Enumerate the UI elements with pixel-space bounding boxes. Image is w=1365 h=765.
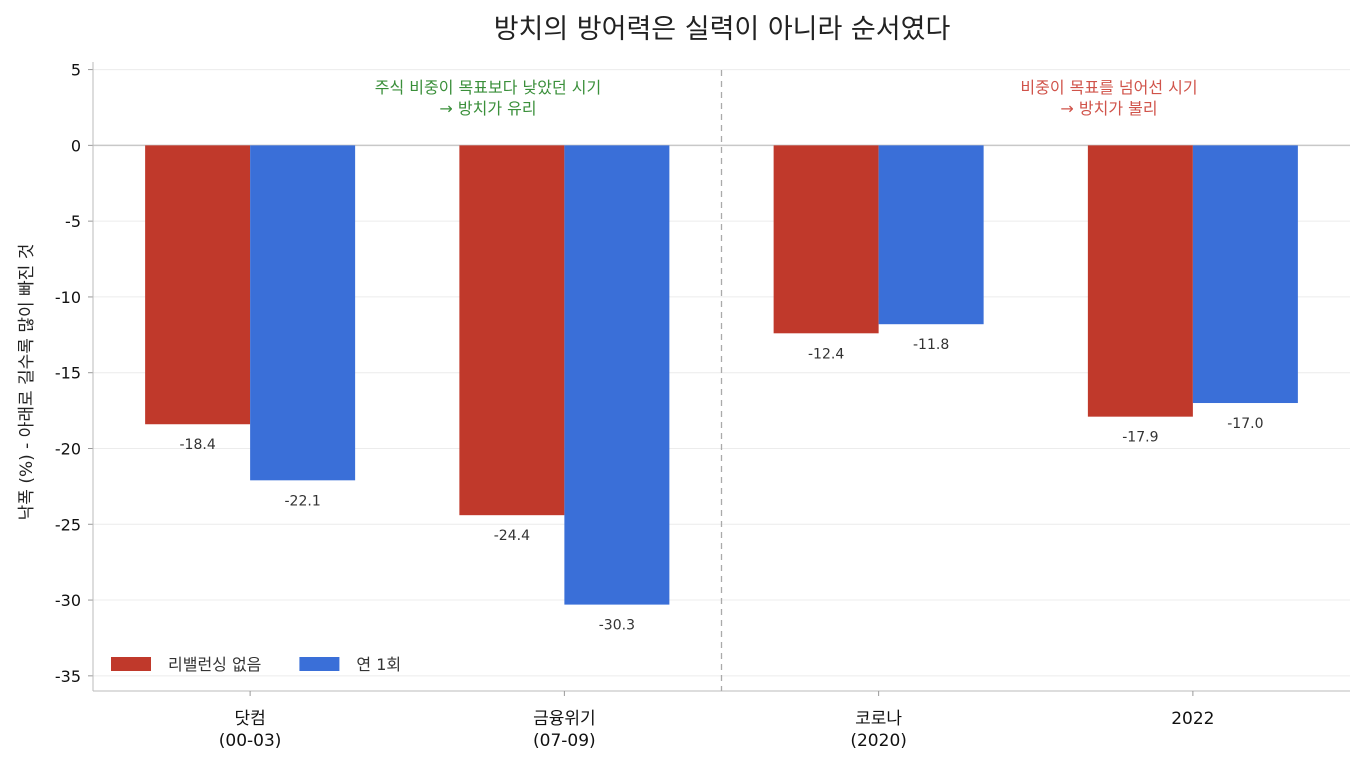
annotation-text: 비중이 목표를 넘어선 시기 [1020,78,1197,97]
annotation-text: → 방치가 유리 [439,99,536,118]
annotations: 주식 비중이 목표보다 낮았던 시기 → 방치가 유리 비중이 목표를 넘어선 시기… [375,78,1198,118]
legend-swatch [111,657,151,671]
legend-label: 연 1회 [356,655,401,674]
x-tick-labels: 닷컴(00-03) 금융위기(07-09) 코로나(2020) 2022 [219,709,1215,751]
y-tick-label: -15 [55,364,81,383]
x-tick-label: 2022 [1171,709,1214,729]
y-axis-label: 낙폭 (%) - 아래로 길수록 많이 빠진 것 [17,244,37,521]
legend-label: 리밸런싱 없음 [168,655,261,674]
data-label: -18.4 [180,437,216,453]
y-tick-label: -10 [55,288,81,307]
bar [1192,145,1298,404]
bar [1087,145,1193,417]
bar [564,145,670,605]
data-label: -17.9 [1122,430,1158,446]
bar [250,145,356,481]
data-label: -30.3 [599,618,635,634]
data-label: -11.8 [913,337,949,353]
bar [459,145,565,516]
axes [88,62,1350,696]
x-tick-label: 금융위기 [533,709,596,729]
legend-swatch [299,657,340,671]
y-tick-label: 5 [71,61,81,80]
data-label: -24.4 [494,528,530,544]
data-label: -22.1 [285,493,321,509]
annotation-text: 주식 비중이 목표보다 낮았던 시기 [375,78,601,97]
data-label: -12.4 [808,346,844,362]
x-tick-sublabel: (00-03) [219,731,282,751]
y-tick-labels: 5 0 -5 -10 -15 -20 -25 -30 -35 [55,61,81,686]
y-tick-label: -35 [55,667,81,686]
y-tick-label: -30 [55,591,81,610]
bar [878,145,984,325]
chart-title: 방치의 방어력은 실력이 아니라 순서였다 [494,14,951,45]
bars [145,145,1298,605]
x-tick-sublabel: (07-09) [533,731,596,751]
data-labels: -18.4 -22.1 -24.4 -30.3 -12.4 -11.8 -17.9 -17.0 [180,337,1264,633]
x-tick-label: 닷컴 [234,709,265,729]
bar [145,145,251,425]
bar [773,145,879,334]
annotation-text: → 방치가 불리 [1060,99,1157,118]
data-label: -17.0 [1227,416,1263,432]
y-tick-label: -25 [55,515,81,534]
x-tick-label: 코로나 [855,709,902,729]
y-tick-label: 0 [71,136,81,155]
y-tick-label: -5 [65,212,81,231]
y-tick-label: -20 [55,439,81,458]
x-tick-sublabel: (2020) [850,731,907,751]
legend: 리밸런싱 없음 연 1회 [111,655,401,674]
